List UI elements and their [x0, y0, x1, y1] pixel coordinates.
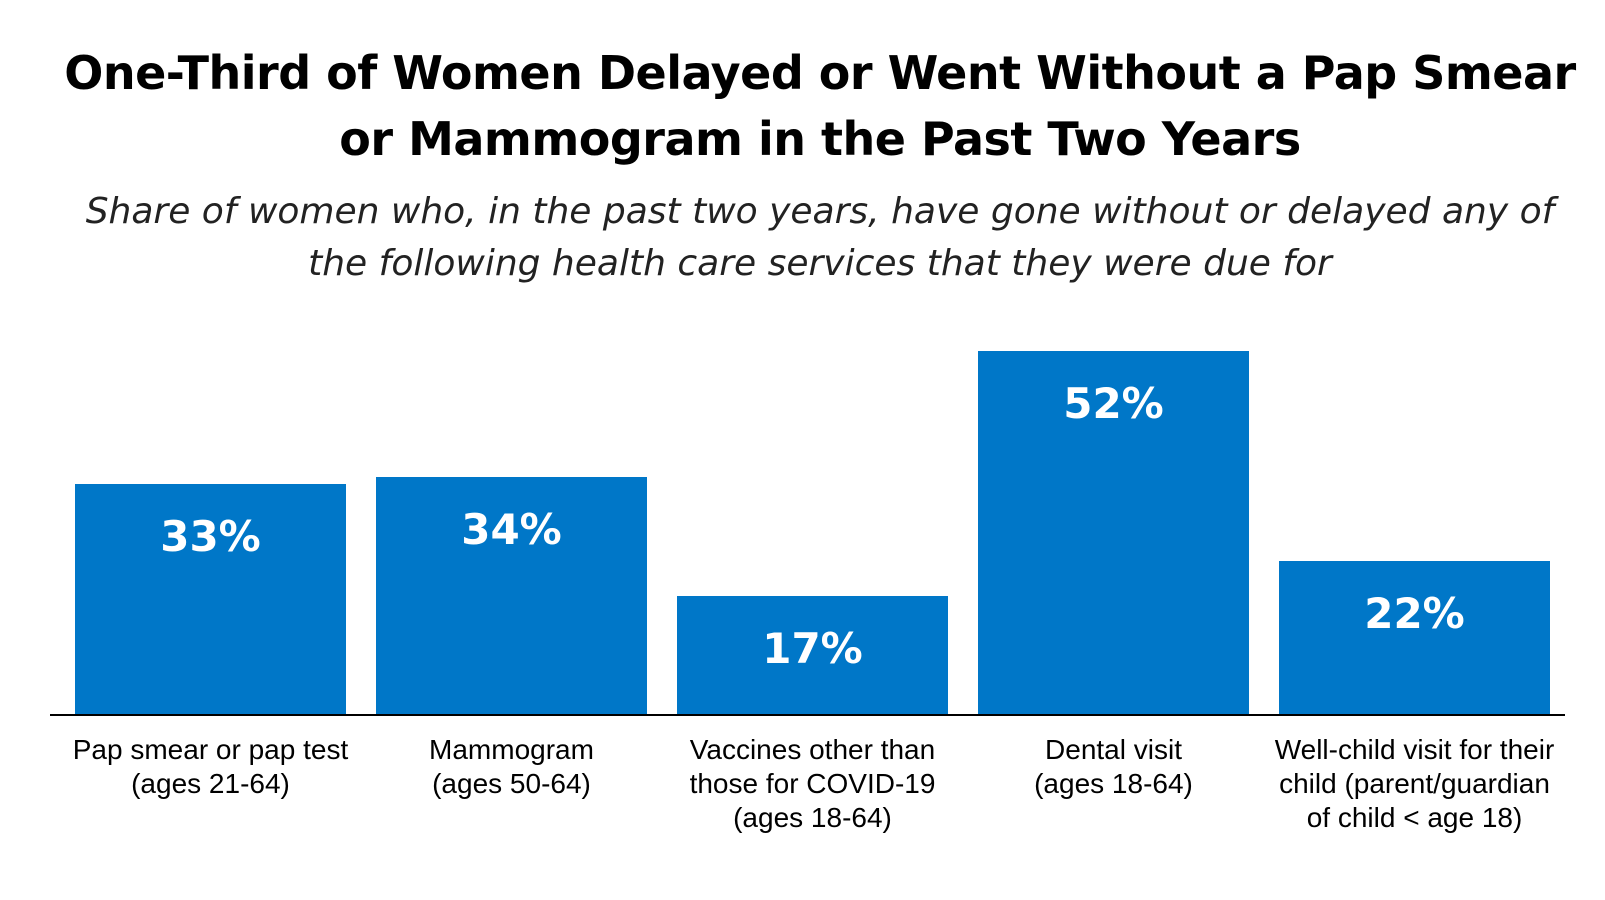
category-label-1: Pap smear or pap test (ages 21-64) — [73, 734, 349, 799]
bar-4 — [978, 351, 1249, 715]
bar-3 — [677, 596, 948, 715]
bar-value-label-2: 34% — [461, 505, 562, 554]
bar-2 — [376, 477, 647, 715]
category-label-3: Vaccines other than those for COVID-19 (ag… — [690, 734, 936, 833]
chart-subtitle: Share of women who, in the past two year… — [85, 191, 1555, 284]
chart-title: One-Third of Women Delayed or Went Witho… — [64, 46, 1576, 166]
category-label-4: Dental visit (ages 18-64) — [1034, 734, 1193, 799]
bar-value-label-4: 52% — [1063, 379, 1164, 428]
bars-group: 33% 34% 17% 52% 22% — [75, 351, 1550, 715]
category-label-5: Well-child visit for their child (parent/… — [1275, 734, 1555, 833]
bar-value-label-5: 22% — [1364, 589, 1465, 638]
category-label-2: Mammogram (ages 50-64) — [429, 734, 594, 799]
bar-1 — [75, 484, 346, 715]
category-labels-group: Pap smear or pap test (ages 21-64) Mammogr… — [73, 734, 1555, 833]
bar-5 — [1279, 561, 1550, 715]
bar-value-label-3: 17% — [762, 624, 863, 673]
bar-value-label-1: 33% — [160, 512, 261, 561]
